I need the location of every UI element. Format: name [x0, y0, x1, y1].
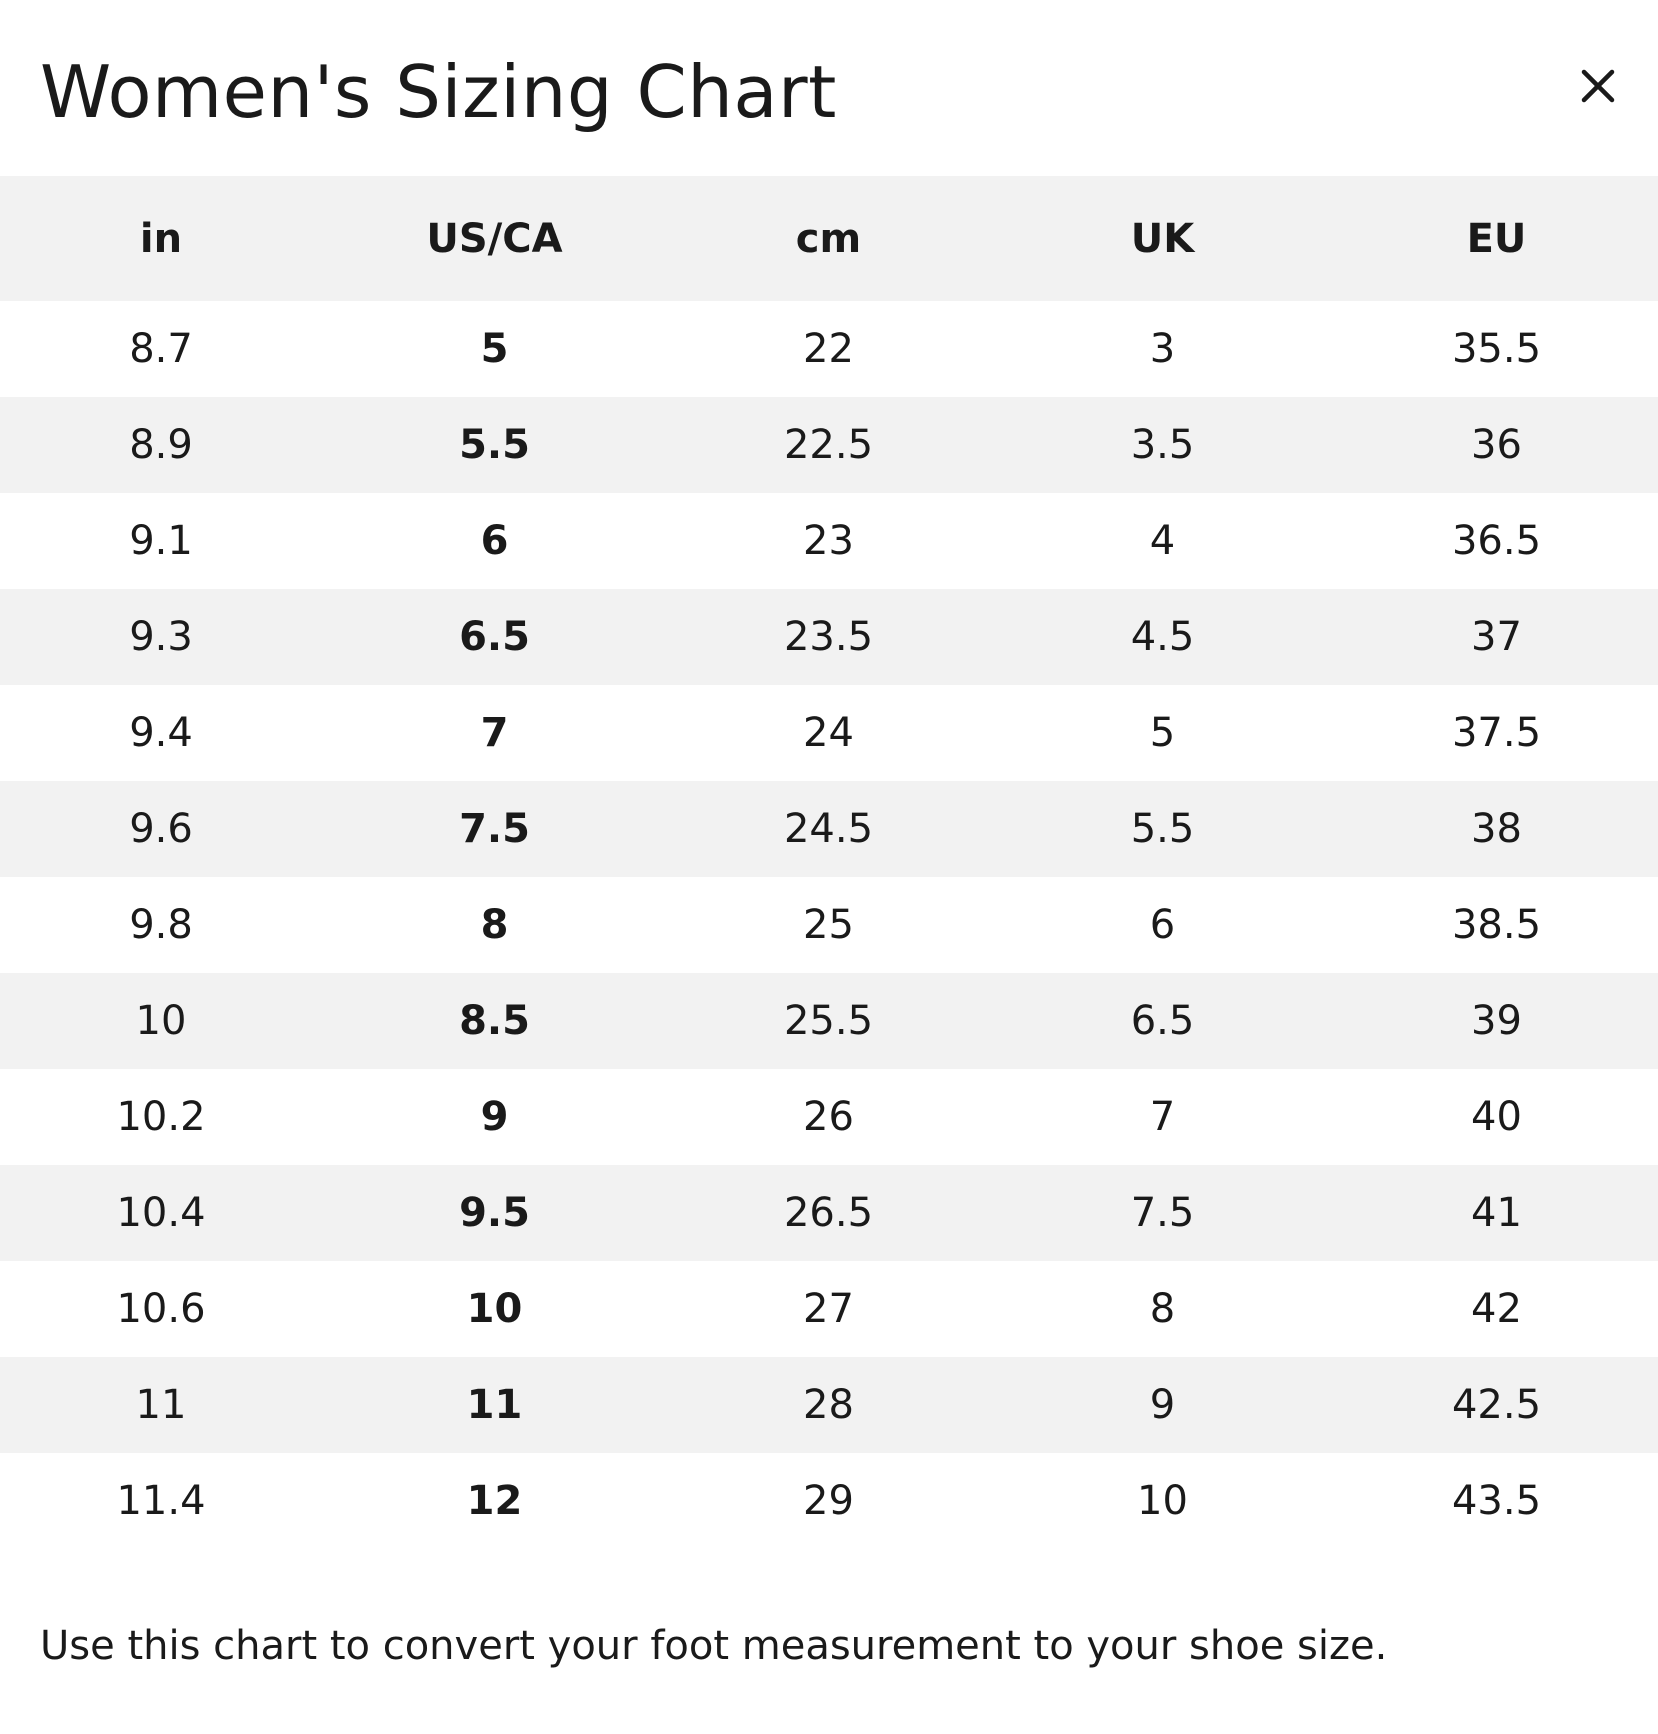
cell-uk: 6.5: [1130, 998, 1195, 1044]
table-row: 9.3 6.5 23.5 4.5 37: [0, 589, 1658, 685]
cell-us-ca: 10: [466, 1286, 523, 1332]
cell-uk: 5: [1149, 710, 1176, 756]
cell-in: 9.6: [129, 806, 193, 852]
cell-eu: 40: [1471, 1094, 1522, 1140]
header-us-ca: US/CA: [426, 215, 563, 262]
cell-us-ca: 5.5: [459, 422, 530, 468]
cell-uk: 4.5: [1130, 614, 1195, 660]
cell-eu: 42.5: [1451, 1382, 1542, 1428]
cell-uk: 3: [1149, 326, 1176, 372]
cell-us-ca: 9.5: [459, 1190, 530, 1236]
cell-eu: 36.5: [1451, 518, 1542, 564]
cell-cm: 29: [803, 1478, 854, 1524]
cell-cm: 24: [803, 710, 854, 756]
cell-eu: 37: [1471, 614, 1522, 660]
cell-cm: 24.5: [783, 806, 874, 852]
cell-us-ca: 7: [480, 710, 509, 756]
cell-eu: 38: [1471, 806, 1522, 852]
cell-us-ca: 9: [480, 1094, 509, 1140]
cell-cm: 27: [803, 1286, 854, 1332]
header-cm: cm: [795, 215, 862, 262]
table-row: 11.4 12 29 10 43.5: [0, 1453, 1658, 1549]
cell-uk: 5.5: [1130, 806, 1195, 852]
cell-cm: 28: [803, 1382, 854, 1428]
table-row: 10.4 9.5 26.5 7.5 41: [0, 1165, 1658, 1261]
cell-uk: 4: [1149, 518, 1176, 564]
table-row: 8.7 5 22 3 35.5: [0, 301, 1658, 397]
table-row: 9.6 7.5 24.5 5.5 38: [0, 781, 1658, 877]
cell-in: 10.4: [116, 1190, 206, 1236]
cell-in: 11.4: [116, 1478, 206, 1524]
cell-in: 9.4: [129, 710, 193, 756]
chart-note: Use this chart to convert your foot meas…: [40, 1623, 1388, 1669]
table-row: 10.6 10 27 8 42: [0, 1261, 1658, 1357]
cell-us-ca: 6: [480, 518, 509, 564]
cell-eu: 38.5: [1451, 902, 1542, 948]
cell-eu: 36: [1471, 422, 1522, 468]
cell-in: 9.3: [129, 614, 193, 660]
modal-title: Women's Sizing Chart: [40, 50, 837, 134]
cell-us-ca: 8.5: [459, 998, 530, 1044]
cell-uk: 8: [1149, 1286, 1176, 1332]
cell-cm: 22: [803, 326, 854, 372]
close-icon: [1581, 69, 1615, 103]
cell-eu: 37.5: [1451, 710, 1542, 756]
cell-uk: 7.5: [1130, 1190, 1195, 1236]
cell-uk: 6: [1149, 902, 1176, 948]
size-table: in US/CA cm UK EU 8.7 5 22 3 35.5 8.9 5.…: [0, 176, 1658, 1549]
table-row: 10.2 9 26 7 40: [0, 1069, 1658, 1165]
cell-us-ca: 11: [466, 1382, 523, 1428]
cell-uk: 7: [1149, 1094, 1176, 1140]
table-row: 9.8 8 25 6 38.5: [0, 877, 1658, 973]
table-row: 8.9 5.5 22.5 3.5 36: [0, 397, 1658, 493]
cell-eu: 39: [1471, 998, 1522, 1044]
cell-cm: 26.5: [783, 1190, 874, 1236]
cell-in: 9.1: [129, 518, 193, 564]
cell-in: 8.9: [129, 422, 193, 468]
cell-cm: 25.5: [783, 998, 874, 1044]
header-uk: UK: [1130, 215, 1195, 262]
cell-in: 10.2: [116, 1094, 206, 1140]
cell-cm: 23: [803, 518, 854, 564]
cell-us-ca: 8: [480, 902, 509, 948]
header-in: in: [139, 215, 183, 262]
cell-us-ca: 5: [480, 326, 509, 372]
cell-in: 10: [135, 998, 187, 1044]
cell-eu: 41: [1471, 1190, 1522, 1236]
cell-uk: 9: [1149, 1382, 1176, 1428]
cell-uk: 10: [1137, 1478, 1188, 1524]
cell-eu: 42: [1471, 1286, 1522, 1332]
cell-cm: 22.5: [783, 422, 874, 468]
cell-in: 11: [135, 1382, 187, 1428]
cell-eu: 43.5: [1451, 1478, 1542, 1524]
table-row: 9.1 6 23 4 36.5: [0, 493, 1658, 589]
cell-cm: 23.5: [783, 614, 874, 660]
header-eu: EU: [1466, 215, 1527, 262]
cell-us-ca: 7.5: [459, 806, 530, 852]
cell-us-ca: 6.5: [459, 614, 530, 660]
table-header-row: in US/CA cm UK EU: [0, 176, 1658, 301]
cell-in: 8.7: [129, 326, 193, 372]
cell-eu: 35.5: [1451, 326, 1542, 372]
cell-us-ca: 12: [466, 1478, 523, 1524]
table-row: 10 8.5 25.5 6.5 39: [0, 973, 1658, 1069]
cell-uk: 3.5: [1130, 422, 1195, 468]
cell-cm: 25: [803, 902, 854, 948]
cell-in: 10.6: [116, 1286, 206, 1332]
cell-in: 9.8: [129, 902, 193, 948]
table-row: 9.4 7 24 5 37.5: [0, 685, 1658, 781]
close-button[interactable]: [1568, 56, 1628, 116]
cell-cm: 26: [803, 1094, 854, 1140]
table-row: 11 11 28 9 42.5: [0, 1357, 1658, 1453]
